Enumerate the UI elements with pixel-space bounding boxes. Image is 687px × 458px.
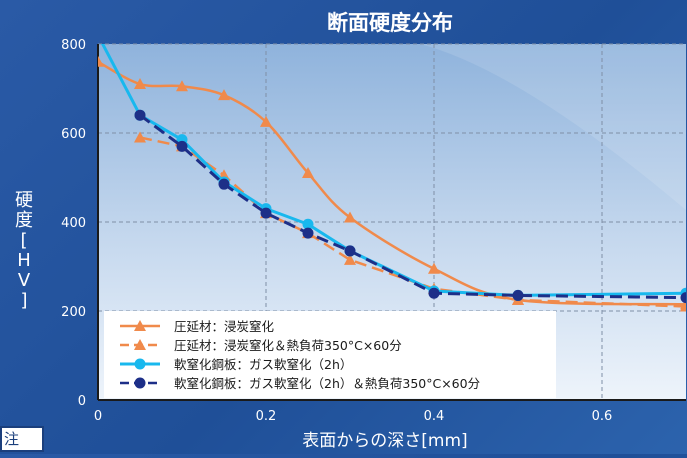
y-tick-labels: 0 200 400 600 800 xyxy=(61,38,86,409)
data-point xyxy=(513,290,524,301)
y-axis-label-char: ] xyxy=(20,290,27,311)
legend-item: 軟窒化鋼板：ガス軟窒化（2h）＆熱負荷350°C×60分 xyxy=(120,376,480,391)
y-axis-label: 硬度[HV] xyxy=(15,190,33,311)
y-tick-label: 200 xyxy=(61,305,86,320)
y-tick-label: 600 xyxy=(61,127,86,142)
y-axis-label-char: V xyxy=(18,270,31,291)
legend-label: 軟窒化鋼板：ガス軟窒化（2h）＆熱負荷350°C×60分 xyxy=(174,376,480,391)
data-point xyxy=(219,179,230,190)
y-axis-label-char: 硬 xyxy=(15,190,33,211)
x-tick-label: 0 xyxy=(94,409,102,424)
x-tick-label: 0.6 xyxy=(592,409,613,424)
legend-marker xyxy=(135,378,146,389)
x-tick-label: 0.2 xyxy=(256,409,277,424)
y-tick-label: 0 xyxy=(78,394,86,409)
data-point xyxy=(177,141,188,152)
data-point xyxy=(135,110,146,121)
legend-label: 圧延材：浸炭窒化＆熱負荷350°C×60分 xyxy=(174,338,402,353)
corner-note-label: 注 xyxy=(0,426,44,452)
legend-label: 圧延材：浸炭窒化 xyxy=(174,319,275,334)
data-point xyxy=(93,30,104,41)
data-point xyxy=(261,208,272,219)
legend-label: 軟窒化鋼板：ガス軟窒化（2h） xyxy=(174,357,352,372)
legend: 圧延材：浸炭窒化圧延材：浸炭窒化＆熱負荷350°C×60分軟窒化鋼板：ガス軟窒化… xyxy=(104,311,556,398)
chart-title: 断面硬度分布 xyxy=(327,11,453,35)
x-axis-label: 表面からの深さ[mm] xyxy=(302,431,467,451)
y-axis-label-char: [ xyxy=(20,230,27,251)
y-axis-label-char: 度 xyxy=(15,210,33,231)
data-point xyxy=(345,245,356,256)
data-point xyxy=(429,288,440,299)
x-tick-labels: 0 0.2 0.4 0.6 xyxy=(94,409,612,424)
y-axis-label-char: H xyxy=(17,250,31,271)
y-tick-label: 400 xyxy=(61,216,86,231)
data-point xyxy=(303,228,314,239)
x-tick-label: 0.4 xyxy=(424,409,445,424)
y-tick-label: 800 xyxy=(61,38,86,53)
legend-marker xyxy=(135,359,146,370)
